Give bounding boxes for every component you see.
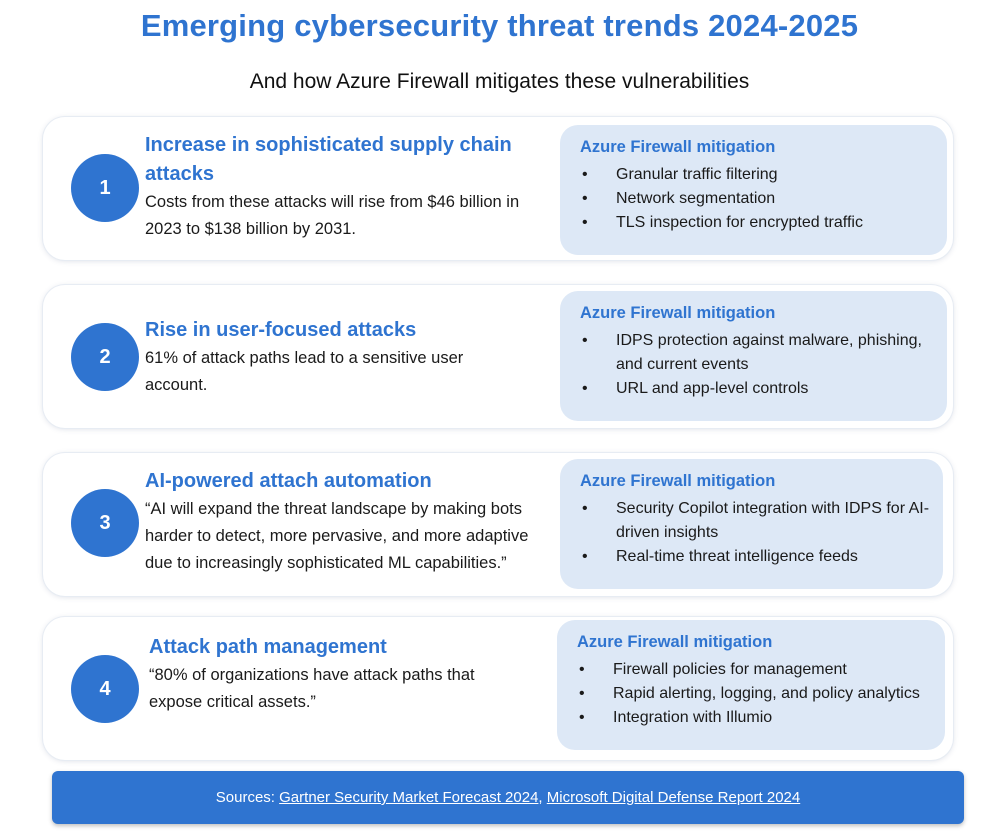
mitigation-item: URL and app-level controls <box>580 377 935 401</box>
mitigation-item: Network segmentation <box>580 187 935 211</box>
mitigation-item: Integration with Illumio <box>577 706 937 730</box>
threat-title: Rise in user-focused attacks <box>145 319 417 341</box>
mitigation-title: Azure Firewall mitigation <box>580 304 776 322</box>
threat-card-4: 4 Attack path management “80% of organiz… <box>43 617 953 760</box>
mitigation-list: Granular traffic filtering Network segme… <box>580 163 935 235</box>
threat-title: Attack path management <box>149 636 387 658</box>
threat-title: AI-powered attach automation <box>145 470 432 492</box>
threat-description: “AI will expand the threat landscape by … <box>145 500 529 572</box>
mitigation-title: Azure Firewall mitigation <box>577 633 773 651</box>
sources-label: Sources: <box>215 789 280 806</box>
mitigation-title: Azure Firewall mitigation <box>580 472 776 490</box>
sources-footer: Sources: Gartner Security Market Forecas… <box>52 771 964 824</box>
mitigation-panel: Azure Firewall mitigation Firewall polic… <box>557 620 945 750</box>
number-badge: 3 <box>71 489 139 557</box>
threat-card-3: 3 AI-powered attach automation “AI will … <box>43 453 953 596</box>
threat-description: Costs from these attacks will rise from … <box>145 193 520 238</box>
mitigation-item: Real-time threat intelligence feeds <box>580 545 930 569</box>
page-subtitle: And how Azure Firewall mitigates these v… <box>249 70 750 93</box>
gartner-source-link[interactable]: Gartner Security Market Forecast 2024 <box>279 789 539 806</box>
threat-card-1: 1 Increase in sophisticated supply chain… <box>43 117 953 260</box>
threat-title: Increase in sophisticated supply chain a… <box>145 134 512 185</box>
mitigation-list: IDPS protection against malware, phishin… <box>580 329 935 401</box>
mitigation-list: Firewall policies for management Rapid a… <box>577 658 937 730</box>
page-title: Emerging cybersecurity threat trends 202… <box>140 8 859 43</box>
threat-description: 61% of attack paths lead to a sensitive … <box>145 349 464 394</box>
mitigation-panel: Azure Firewall mitigation Granular traff… <box>560 125 947 255</box>
mitigation-panel: Azure Firewall mitigation IDPS protectio… <box>560 291 947 421</box>
mitigation-panel: Azure Firewall mitigation Security Copil… <box>560 459 943 589</box>
number-badge: 4 <box>71 655 139 723</box>
mitigation-item: Firewall policies for management <box>577 658 937 682</box>
microsoft-source-link[interactable]: Microsoft Digital Defense Report 2024 <box>546 789 801 806</box>
mitigation-item: TLS inspection for encrypted traffic <box>580 211 935 235</box>
sources-separator: , <box>538 789 547 806</box>
threat-card-2: 2 Rise in user-focused attacks 61% of at… <box>43 285 953 428</box>
number-badge: 1 <box>71 154 139 222</box>
threat-description: “80% of organizations have attack paths … <box>149 666 475 711</box>
mitigation-item: Rapid alerting, logging, and policy anal… <box>577 682 937 706</box>
mitigation-item: Security Copilot integration with IDPS f… <box>580 497 930 545</box>
mitigation-list: Security Copilot integration with IDPS f… <box>580 497 930 569</box>
mitigation-item: IDPS protection against malware, phishin… <box>580 329 935 377</box>
number-badge: 2 <box>71 323 139 391</box>
mitigation-item: Granular traffic filtering <box>580 163 935 187</box>
mitigation-title: Azure Firewall mitigation <box>580 138 776 156</box>
